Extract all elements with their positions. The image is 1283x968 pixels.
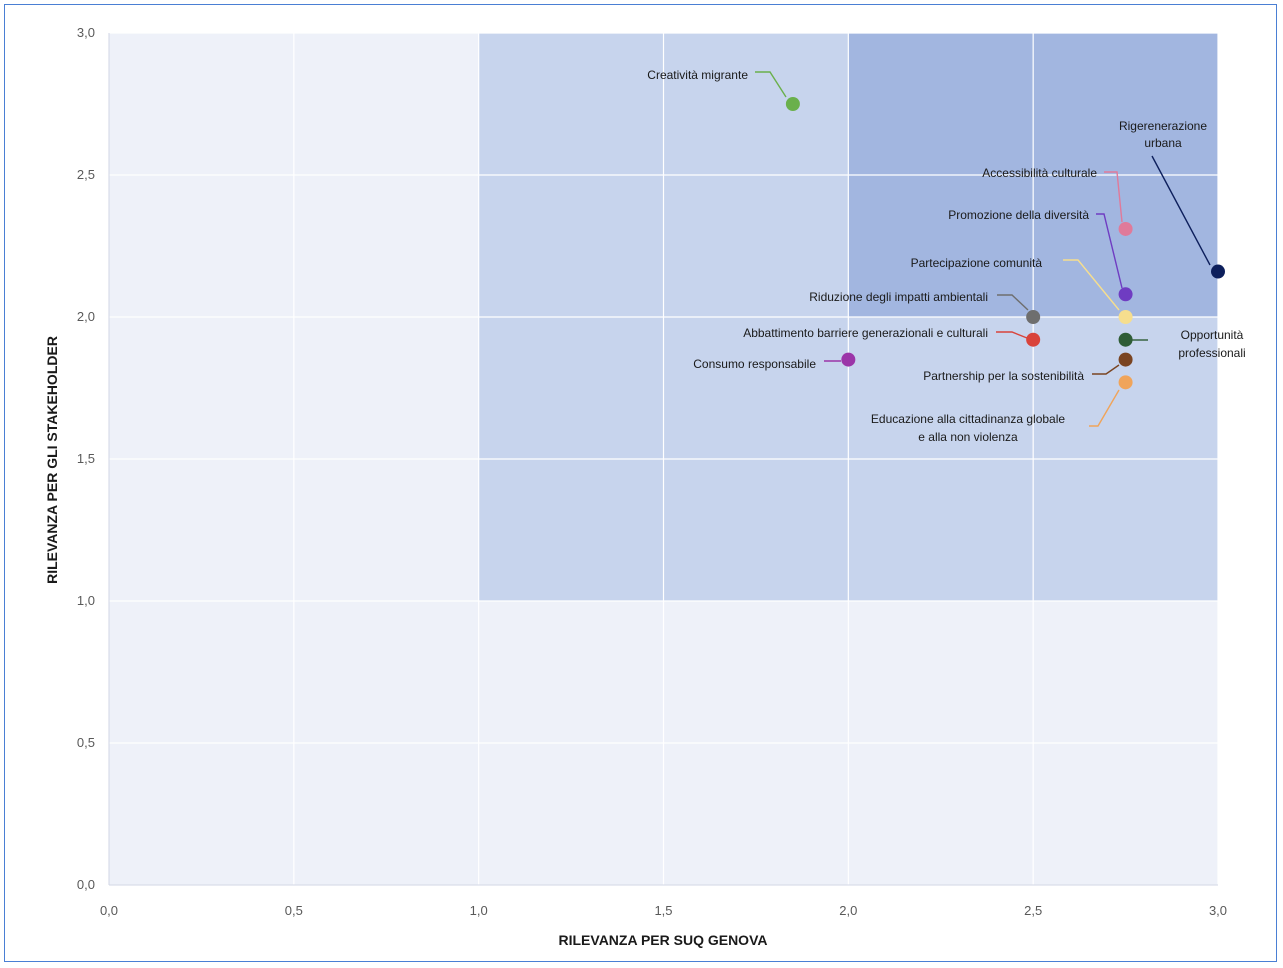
leader-line [755,71,787,98]
y-tick-label: 1,5 [77,451,95,466]
leader-line [996,331,1028,339]
x-tick-label: 2,0 [839,903,857,918]
data-point [1118,287,1133,302]
data-point-label: Accessibilità culturale [982,166,1097,180]
x-axis-title: RILEVANZA PER SUQ GENOVA [559,932,768,948]
data-point [1026,310,1041,324]
leader-line [1063,259,1120,311]
leader-line [997,294,1029,311]
leader-line [1151,155,1211,266]
x-tick-label: 0,5 [285,903,303,918]
data-point-label: Creatività migrante [647,68,748,82]
data-point-label: Educazione alla cittadinanza globale e al… [871,412,1065,444]
data-point-label: Abbattimento barriere generazionali e cu… [743,326,988,340]
data-point [1026,332,1041,347]
data-point [1118,352,1133,367]
data-point-label: Partecipazione comunità [911,256,1043,270]
x-tick-label: 0,0 [100,903,118,918]
data-point-label: Rigerenerazione urbana [1119,119,1207,150]
x-tick-label: 3,0 [1209,903,1227,918]
leader-line [1096,213,1123,289]
leader-line [1089,389,1120,427]
data-point-label: Opportunità professionali [1178,328,1245,360]
data-point-label: Promozione della diversità [948,208,1089,222]
x-tick-label: 2,5 [1024,903,1042,918]
data-point [1211,264,1225,279]
data-point [1118,375,1133,390]
data-point [785,97,800,111]
data-point [841,352,856,367]
leader-line [1092,364,1120,375]
y-tick-label: 1,0 [77,593,95,608]
data-point [1118,310,1133,324]
data-point-label: Consumo responsabile [693,357,816,371]
y-tick-label: 0,0 [77,877,95,892]
data-point-label: Partnership per la sostenibilità [923,369,1084,383]
x-tick-label: 1,5 [654,903,672,918]
y-tick-label: 0,5 [77,735,95,750]
data-point [1118,332,1133,347]
chart-frame [4,4,1277,962]
y-tick-label: 3,0 [77,25,95,40]
data-point [1118,221,1133,236]
y-tick-label: 2,5 [77,167,95,182]
y-tick-label: 2,0 [77,309,95,324]
leader-line [1104,171,1123,223]
data-point-label: Riduzione degli impatti ambientali [809,290,988,304]
y-axis-title: RILEVANZA PER GLI STAKEHOLDER [44,336,60,584]
x-tick-label: 1,0 [470,903,488,918]
